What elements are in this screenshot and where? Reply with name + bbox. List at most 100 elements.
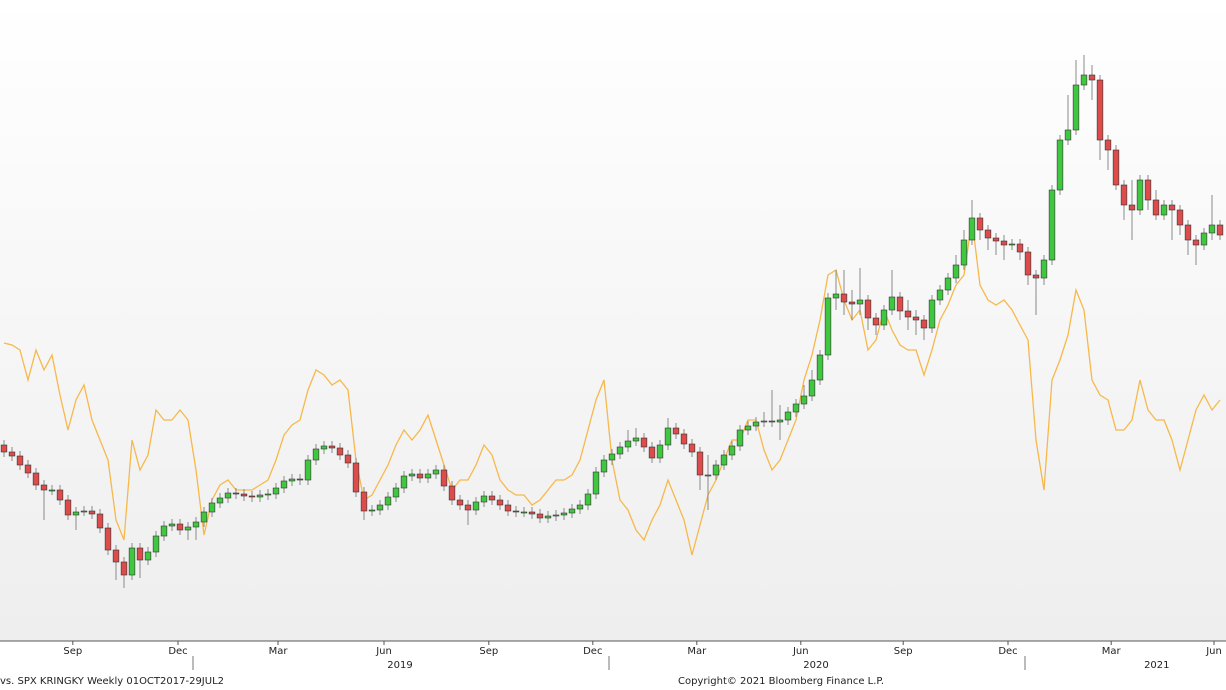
- candle-body: [1112, 149, 1120, 186]
- candle-body: [32, 472, 40, 486]
- x-tick-label: Mar: [1102, 646, 1122, 657]
- candle-body: [1000, 240, 1008, 246]
- candle-body: [1104, 139, 1112, 151]
- x-tick-label: Sep: [479, 646, 498, 657]
- candle-body: [944, 277, 952, 291]
- candle-body: [416, 473, 424, 479]
- candle-body: [16, 455, 24, 466]
- x-tick-label: Mar: [687, 646, 707, 657]
- candle-body: [520, 511, 528, 514]
- candle-body: [1048, 189, 1056, 261]
- candle-body: [1152, 199, 1160, 216]
- candle-body: [24, 464, 32, 474]
- candle-body: [1064, 129, 1072, 141]
- candle-body: [608, 453, 616, 461]
- candle-body: [600, 459, 608, 473]
- candle-body: [336, 447, 344, 456]
- candle-body: [1160, 204, 1168, 216]
- candle-body: [72, 511, 80, 516]
- candle-body: [8, 451, 16, 457]
- candle-body: [64, 499, 72, 516]
- candle-body: [752, 421, 760, 427]
- candle-body: [280, 480, 288, 489]
- candle-body: [480, 495, 488, 503]
- candle-body: [672, 427, 680, 435]
- candle-body: [120, 561, 128, 576]
- candle-body: [496, 499, 504, 506]
- candle-body: [936, 289, 944, 301]
- candle-body: [848, 301, 856, 305]
- candle-body: [1192, 239, 1200, 246]
- candle-body: [1128, 204, 1136, 211]
- candle-body: [304, 459, 312, 481]
- candle-body: [768, 420, 776, 423]
- candle-body: [1056, 139, 1064, 191]
- candle-body: [112, 549, 120, 563]
- candle-body: [464, 504, 472, 511]
- candle-body: [360, 491, 368, 512]
- candle-body: [1120, 184, 1128, 206]
- candle-body: [1168, 204, 1176, 211]
- candle-body: [472, 501, 480, 511]
- candle-body: [688, 443, 696, 453]
- candle-body: [216, 497, 224, 504]
- candle-body: [424, 473, 432, 479]
- candle-body: [104, 527, 112, 551]
- candle-body: [392, 487, 400, 498]
- candle-body: [592, 471, 600, 495]
- candle-body: [880, 309, 888, 326]
- candle-body: [240, 493, 248, 497]
- candle-body: [160, 525, 168, 537]
- candle-body: [440, 469, 448, 487]
- x-tick-label: Jun: [792, 646, 809, 657]
- candle-body: [784, 411, 792, 421]
- candle-body: [536, 513, 544, 519]
- candle-body: [976, 217, 984, 231]
- candle-body: [920, 319, 928, 329]
- candle-body: [864, 299, 872, 319]
- candle-body: [200, 511, 208, 523]
- candle-body: [1040, 259, 1048, 279]
- candle-body: [992, 237, 1000, 242]
- copyright: Copyright© 2021 Bloomberg Finance L.P.: [678, 676, 884, 687]
- candle-body: [664, 427, 672, 446]
- candle-body: [632, 437, 640, 442]
- candle-body: [408, 473, 416, 477]
- candle-body: [232, 492, 240, 495]
- candle-body: [576, 504, 584, 510]
- candle-body: [760, 420, 768, 423]
- candle-body: [288, 478, 296, 482]
- candle-body: [456, 499, 464, 506]
- year-label: 2019: [387, 660, 412, 671]
- candle-body: [624, 440, 632, 448]
- candle-body: [776, 419, 784, 423]
- candle-body: [984, 229, 992, 239]
- candle-body: [152, 535, 160, 553]
- x-tick-label: Jun: [375, 646, 392, 657]
- candle-body: [432, 469, 440, 475]
- candle-body: [136, 547, 144, 561]
- x-tick-label: Mar: [269, 646, 289, 657]
- candle-body: [248, 495, 256, 498]
- candle-body: [792, 403, 800, 413]
- candle-body: [368, 509, 376, 512]
- candle-body: [712, 464, 720, 476]
- candle-body: [696, 451, 704, 476]
- candle-body: [1008, 243, 1016, 246]
- candle-body: [144, 551, 152, 561]
- candle-body: [272, 487, 280, 495]
- year-label: 2020: [803, 660, 828, 671]
- candle-body: [560, 512, 568, 516]
- candle-body: [1208, 224, 1216, 234]
- candle-body: [1176, 209, 1184, 226]
- candle-body: [40, 484, 48, 491]
- candle-body: [552, 514, 560, 517]
- candle-body: [296, 478, 304, 481]
- candle-body: [208, 502, 216, 513]
- candle-body: [1216, 224, 1224, 236]
- candle-body: [1080, 74, 1088, 86]
- candle-body: [912, 316, 920, 321]
- candle-body: [352, 462, 360, 493]
- source-label: vs. SPX KRINGKY Weekly 01OCT2017-29JUL2: [0, 676, 224, 687]
